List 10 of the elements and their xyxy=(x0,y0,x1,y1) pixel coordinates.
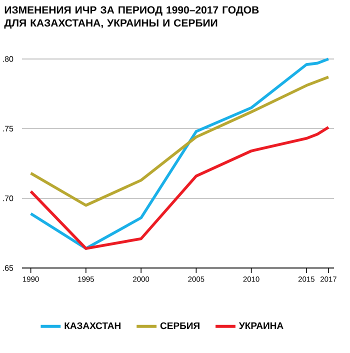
y-tick-label: .70 xyxy=(3,196,14,202)
legend-label: УКРАИНА xyxy=(238,322,284,330)
legend-label: КАЗАХСТАН xyxy=(64,322,120,330)
y-tick-label: .75 xyxy=(3,126,14,132)
chart-title: ИЗМЕНЕНИЯ ИЧР ЗА ПЕРИОД 1990–2017 ГОДОВ ДЛЯ КАЗАХСТАНА, УКРАИНЫ И СЕРБИИ xyxy=(4,6,259,29)
y-tick-label: .80 xyxy=(3,56,14,62)
line-series xyxy=(29,58,330,250)
y-tick-label: .65 xyxy=(3,265,14,271)
legend-label: СЕРБИЯ xyxy=(160,322,200,330)
line-series xyxy=(29,126,330,250)
